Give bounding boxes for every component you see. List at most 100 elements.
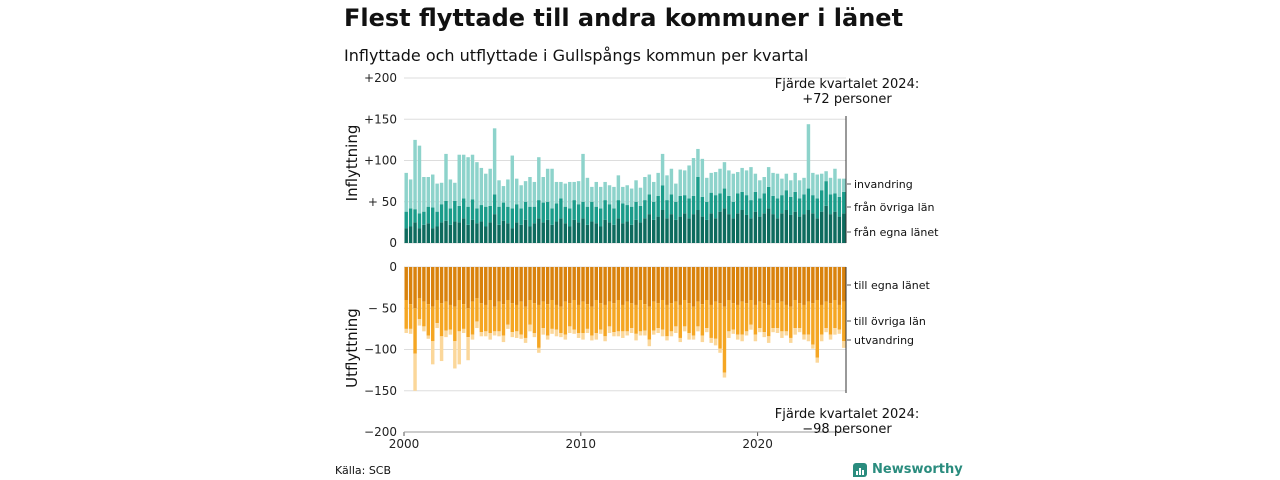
bar-in-s0-q69 — [709, 213, 713, 243]
bar-out-s1-q28 — [528, 300, 532, 325]
bar-in-s0-q10 — [448, 224, 453, 243]
bar-in-s1-q94 — [819, 190, 824, 212]
bar-in-s1-q85 — [780, 195, 784, 214]
bar-out-s1-q37 — [568, 303, 572, 327]
bar-out-s2-q74 — [731, 329, 736, 334]
bar-in-s0-q83 — [771, 214, 775, 244]
bar-out-s1-q58 — [660, 300, 665, 330]
bar-in-s1-q73 — [727, 195, 731, 215]
bar-out-s2-q18 — [484, 331, 488, 337]
bar-in-s2-q46 — [607, 185, 612, 205]
bar-in-s0-q44 — [598, 226, 603, 243]
bar-out-s1-q14 — [466, 308, 470, 338]
bar-in-s2-q36 — [563, 183, 568, 207]
bar-out-s0-q11 — [453, 267, 457, 307]
bar-in-s0-q70 — [713, 218, 718, 243]
bar-in-s2-q86 — [784, 173, 789, 191]
bar-in-s0-q97 — [833, 211, 837, 243]
bar-in-s0-q50 — [625, 221, 629, 243]
bar-out-s2-q47 — [612, 332, 616, 337]
bar-in-s0-q39 — [576, 222, 581, 244]
bar-in-s1-q28 — [528, 206, 532, 227]
bar-out-s1-q35 — [559, 306, 563, 333]
bar-out-s1-q34 — [554, 304, 559, 330]
bar-out-s2-q56 — [652, 330, 656, 335]
bar-in-s2-q77 — [744, 170, 749, 196]
bar-out-s1-q30 — [537, 304, 541, 348]
bar-in-s1-q7 — [435, 211, 439, 227]
bar-out-s0-q52 — [634, 267, 638, 305]
bar-in-s2-q47 — [612, 186, 616, 209]
bar-out-s2-q21 — [497, 331, 501, 337]
bar-in-s2-q20 — [492, 128, 497, 195]
bar-in-s1-q0 — [404, 211, 408, 229]
bar-in-s2-q22 — [501, 186, 506, 203]
bar-out-s2-q17 — [479, 332, 484, 337]
bar-in-s0-q27 — [523, 219, 528, 243]
bar-out-s1-q41 — [585, 304, 590, 329]
bar-out-s0-q37 — [568, 267, 572, 304]
bar-out-s2-q91 — [806, 334, 811, 342]
bar-in-s2-q92 — [811, 172, 815, 196]
bar-out-s0-q23 — [506, 267, 510, 300]
bar-in-s1-q99 — [842, 191, 846, 214]
bar-out-s1-q78 — [749, 300, 753, 325]
bar-in-s1-q10 — [448, 208, 453, 225]
bar-out-s2-q92 — [811, 344, 815, 349]
bar-out-s2-q38 — [572, 329, 576, 334]
bar-in-s2-q31 — [541, 177, 545, 203]
bar-out-s1-q72 — [722, 306, 727, 373]
bar-in-s1-q52 — [634, 201, 638, 220]
brand-name: Newsworthy — [872, 462, 963, 477]
bar-out-s0-q26 — [519, 267, 523, 302]
bar-in-s1-q86 — [784, 190, 789, 210]
bar-in-s1-q14 — [466, 206, 470, 225]
bar-out-s1-q21 — [497, 301, 501, 332]
bar-out-s1-q38 — [572, 300, 576, 330]
bars-utflyttning — [404, 267, 846, 391]
bar-out-s2-q75 — [735, 334, 740, 340]
bar-in-s1-q97 — [833, 193, 837, 212]
bar-out-s0-q92 — [811, 267, 815, 304]
bar-out-s0-q20 — [492, 267, 497, 307]
bar-out-s1-q59 — [665, 304, 669, 337]
bar-in-s0-q48 — [616, 218, 621, 243]
bar-in-s0-q28 — [528, 226, 532, 243]
bar-in-s1-q21 — [497, 206, 501, 225]
bar-in-s2-q15 — [470, 154, 475, 200]
x-tick-label: 2000 — [389, 437, 420, 451]
y-tick-label-in: +150 — [364, 112, 397, 126]
bar-in-s1-q60 — [669, 194, 674, 215]
bar-in-s2-q12 — [457, 154, 461, 206]
bar-out-s1-q40 — [581, 301, 585, 333]
bar-out-s0-q24 — [510, 267, 515, 304]
bar-in-s1-q32 — [545, 201, 550, 220]
bar-out-s1-q74 — [731, 303, 736, 330]
bar-out-s2-q24 — [510, 332, 515, 338]
bar-out-s0-q51 — [629, 267, 634, 304]
bar-out-s2-q3 — [417, 318, 422, 326]
bar-in-s2-q59 — [665, 175, 669, 201]
bar-in-s1-q5 — [426, 206, 431, 224]
bar-in-s2-q70 — [713, 172, 718, 196]
bar-in-s0-q16 — [475, 223, 479, 243]
bar-in-s2-q80 — [758, 180, 762, 199]
bar-in-s2-q45 — [603, 181, 607, 201]
bar-in-s1-q84 — [775, 198, 780, 219]
bar-in-s0-q62 — [678, 216, 682, 243]
brand-logo[interactable]: Newsworthy — [853, 462, 963, 477]
y-tick-label-out: −150 — [364, 384, 397, 398]
bar-in-s1-q59 — [665, 200, 669, 219]
bar-in-s0-q34 — [554, 221, 559, 243]
bar-in-s0-q11 — [453, 221, 457, 243]
bar-in-s0-q38 — [572, 219, 576, 243]
bar-out-s0-q53 — [638, 267, 643, 300]
bar-out-s0-q32 — [545, 267, 550, 305]
bar-out-s0-q50 — [625, 267, 629, 302]
bar-in-s1-q80 — [758, 198, 762, 217]
bar-out-s0-q13 — [461, 267, 466, 305]
bar-out-s1-q65 — [691, 306, 696, 336]
bar-out-s0-q3 — [417, 267, 422, 299]
bar-out-s0-q27 — [523, 267, 528, 307]
